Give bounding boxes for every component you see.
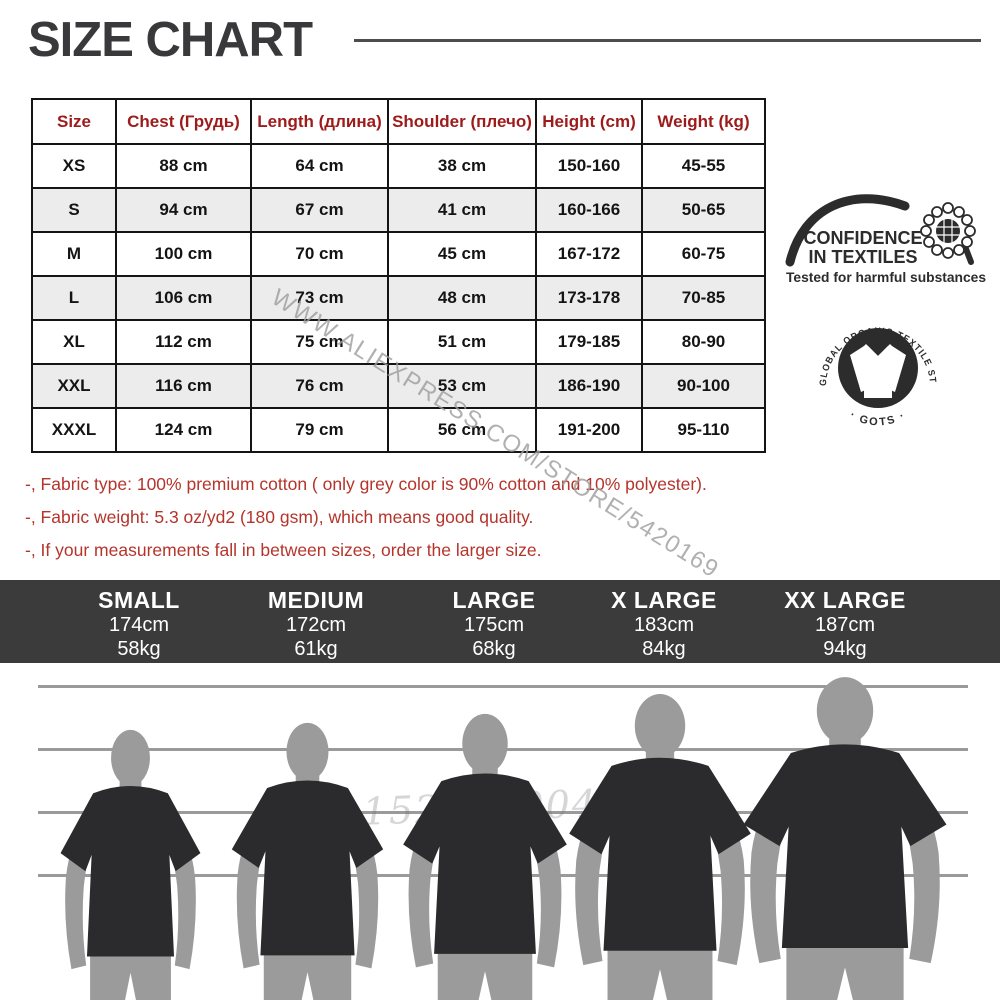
size-row: L 106 cm 73 cm 48 cm 173-178 70-85 <box>31 275 766 321</box>
column-header: Size <box>31 98 117 145</box>
size-cell: 95-110 <box>641 407 766 453</box>
oeko-flower-icon <box>920 202 976 265</box>
column-header: Chest (Грудь) <box>115 98 252 145</box>
model-figure-medium <box>231 722 384 1000</box>
fabric-notes: -, Fabric type: 100% premium cotton ( on… <box>25 468 745 567</box>
size-cell: 56 cm <box>387 407 537 453</box>
model-height-value: 174cm <box>108 614 170 636</box>
note-fabric-type: -, Fabric type: 100% premium cotton ( on… <box>25 474 707 494</box>
size-cell: 167-172 <box>535 231 643 277</box>
size-cell: XL <box>31 319 117 365</box>
size-table: Size Chest (Грудь) Length (длина) Shoulder … <box>31 98 766 453</box>
model-weight-value: 58kg <box>117 638 161 660</box>
size-cell: 150-160 <box>535 143 643 189</box>
size-cell: 88 cm <box>115 143 252 189</box>
size-cell: 75 cm <box>250 319 389 365</box>
size-cell: 48 cm <box>387 275 537 321</box>
model-weight-value: 61kg <box>294 638 338 660</box>
model-weight-value: 94kg <box>823 638 867 660</box>
size-cell: 179-185 <box>535 319 643 365</box>
model-weight-value: 84kg <box>642 638 686 660</box>
confidence-in-textiles-logo: CONFIDENCE IN TEXTILES Tested for harmfu… <box>785 194 986 285</box>
title-divider-line <box>354 39 981 42</box>
size-cell: 160-166 <box>535 187 643 233</box>
size-cell: 67 cm <box>250 187 389 233</box>
size-cell: 112 cm <box>115 319 252 365</box>
size-cell: 38 cm <box>387 143 537 189</box>
size-cell: 41 cm <box>387 187 537 233</box>
oeko-line1: CONFIDENCE <box>803 228 922 248</box>
model-height-value: 187cm <box>814 614 876 636</box>
size-cell: 100 cm <box>115 231 252 277</box>
size-table-header-row: Size Chest (Грудь) Length (длина) Shoulder … <box>31 98 766 145</box>
size-cell: 106 cm <box>115 275 252 321</box>
size-cell: 173-178 <box>535 275 643 321</box>
size-cell: 64 cm <box>250 143 389 189</box>
gots-organic-logo: GLOBAL ORGANIC TEXTILE STANDARD · GOTS · <box>810 300 937 429</box>
size-row: XS 88 cm 64 cm 38 cm 150-160 45-55 <box>31 143 766 189</box>
model-size-column: SMALL 174cm 58kg <box>98 587 180 661</box>
oeko-caption: Tested for harmful substances <box>786 269 986 285</box>
model-height-value: 172cm <box>285 614 347 636</box>
model-height-value: 175cm <box>463 614 525 636</box>
model-size-column: XX LARGE 187cm 94kg <box>784 587 906 661</box>
size-cell: XXXL <box>31 407 117 453</box>
size-cell: 70-85 <box>641 275 766 321</box>
size-row: XXXL 124 cm 79 cm 56 cm 191-200 95-110 <box>31 407 766 453</box>
model-weight-value: 68kg <box>472 638 516 660</box>
note-fabric-weight: -, Fabric weight: 5.3 oz/yd2 (180 gsm), … <box>25 507 534 527</box>
size-row: M 100 cm 70 cm 45 cm 167-172 60-75 <box>31 231 766 277</box>
size-cell: 45 cm <box>387 231 537 277</box>
model-size-label: SMALL <box>98 587 180 613</box>
column-header: Weight (kg) <box>641 98 766 145</box>
size-cell: 45-55 <box>641 143 766 189</box>
size-cell: 73 cm <box>250 275 389 321</box>
size-cell: 94 cm <box>115 187 252 233</box>
gots-shirt-icon <box>850 344 906 398</box>
svg-text:· GOTS ·: · GOTS · <box>848 409 909 429</box>
model-size-label: X LARGE <box>611 587 717 613</box>
size-cell: 50-65 <box>641 187 766 233</box>
size-cell: 191-200 <box>535 407 643 453</box>
size-cell: 124 cm <box>115 407 252 453</box>
size-cell: 90-100 <box>641 363 766 409</box>
size-cell: 53 cm <box>387 363 537 409</box>
model-size-label: LARGE <box>452 587 536 613</box>
size-cell: 79 cm <box>250 407 389 453</box>
model-size-column: X LARGE 183cm 84kg <box>611 587 717 661</box>
size-cell: 116 cm <box>115 363 252 409</box>
size-cell: 60-75 <box>641 231 766 277</box>
size-row: S 94 cm 67 cm 41 cm 160-166 50-65 <box>31 187 766 233</box>
size-cell: S <box>31 187 117 233</box>
gots-bottom-text: · GOTS · <box>848 409 907 429</box>
model-size-label: MEDIUM <box>267 587 365 613</box>
size-cell: 51 cm <box>387 319 537 365</box>
model-size-column: LARGE 175cm 68kg <box>453 587 536 661</box>
size-cell: M <box>31 231 117 277</box>
size-cell: 70 cm <box>250 231 389 277</box>
size-cell: 186-190 <box>535 363 643 409</box>
size-cell: XS <box>31 143 117 189</box>
note-sizing-advice: -, If your measurements fall in between … <box>25 540 542 560</box>
size-cell: L <box>31 275 117 321</box>
model-figure-xxlarge <box>743 677 947 1000</box>
page-title: SIZE CHART <box>28 13 313 67</box>
model-size-label: XX LARGE <box>784 587 906 613</box>
model-size-column: MEDIUM 172cm 61kg <box>268 587 364 661</box>
column-header: Height (cm) <box>535 98 643 145</box>
column-header: Shoulder (плечо) <box>387 98 537 145</box>
height-line <box>38 685 968 688</box>
oeko-line2: IN TEXTILES <box>808 247 917 267</box>
model-figure-small <box>60 729 201 1000</box>
model-sizes-band: SMALL 174cm 58kg MEDIUM 172cm 61kg LARGE… <box>0 580 1000 663</box>
size-cell: XXL <box>31 363 117 409</box>
size-row: XXL 116 cm 76 cm 53 cm 186-190 90-100 <box>31 363 766 409</box>
column-header: Length (длина) <box>250 98 389 145</box>
size-row: XL 112 cm 75 cm 51 cm 179-185 80-90 <box>31 319 766 365</box>
model-height-value: 183cm <box>633 614 695 636</box>
size-cell: 76 cm <box>250 363 389 409</box>
size-cell: 80-90 <box>641 319 766 365</box>
